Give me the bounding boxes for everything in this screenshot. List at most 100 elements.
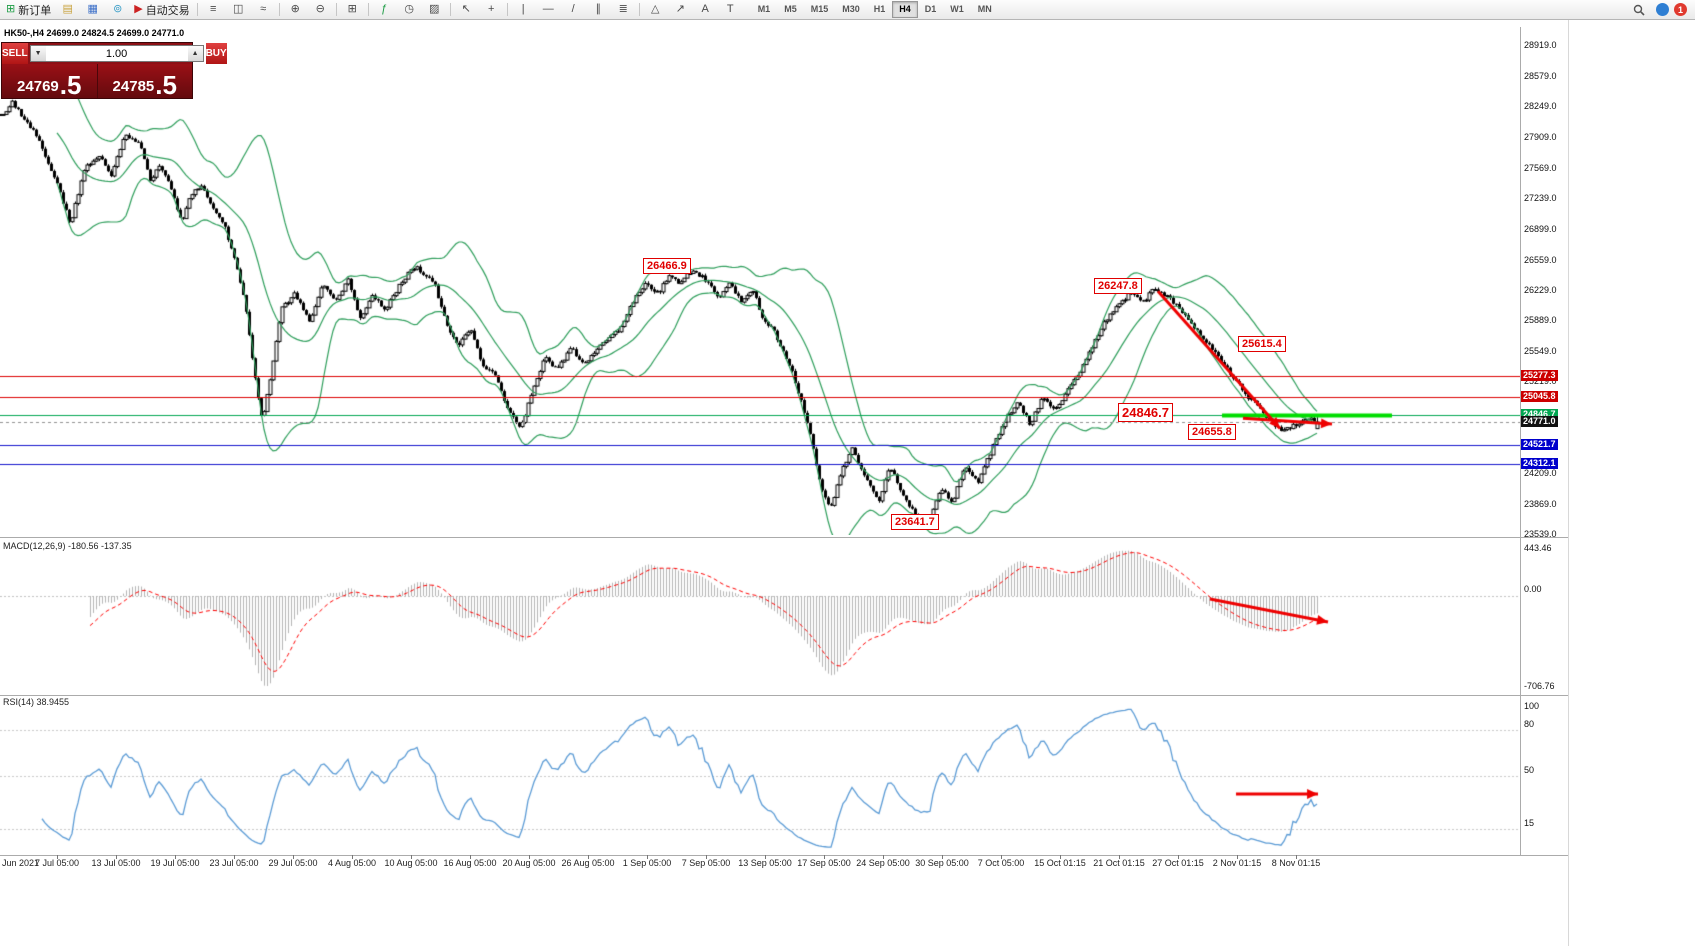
time-axis-label: 4 Aug 05:00 [327, 858, 377, 868]
price-axis-border [1520, 27, 1521, 855]
timeframe-h1-button[interactable]: H1 [873, 4, 886, 14]
price-annotation: 26466.9 [643, 258, 691, 274]
toolbar-separator [335, 3, 337, 16]
price-axis-label: 25889.0 [1524, 315, 1557, 326]
timeframe-m30-button[interactable]: M30 [842, 4, 860, 14]
time-axis-label: 19 Jul 05:00 [150, 858, 200, 868]
buy-button[interactable]: BUY [205, 43, 227, 64]
crosshair-icon: + [487, 3, 495, 15]
price-annotation: 24846.7 [1118, 402, 1173, 422]
crosshair-button[interactable]: + [480, 0, 503, 19]
rsi-axis-label: 80 [1524, 719, 1535, 730]
panel-separator[interactable] [0, 855, 1568, 856]
rsi-axis-label: 15 [1524, 818, 1535, 829]
fibonacci-button[interactable]: ≣ [612, 0, 635, 19]
vertical-line-icon: | [521, 3, 525, 15]
time-axis-tick [942, 855, 943, 859]
chart-line-button[interactable]: ≈ [252, 0, 275, 19]
tile-windows-button[interactable]: ⊞ [341, 0, 364, 19]
time-axis-label: 13 Sep 05:00 [738, 858, 792, 868]
time-axis-label: 29 Jul 05:00 [268, 858, 318, 868]
price-annotation: 23641.7 [891, 514, 939, 531]
cursor-button[interactable]: ↖ [455, 0, 478, 19]
time-axis-tick [352, 855, 353, 859]
rsi-indicator-canvas[interactable] [0, 700, 1520, 852]
market-watch-button[interactable]: ▦ [81, 0, 104, 19]
time-axis-label: 21 Oct 01:15 [1093, 858, 1145, 868]
zoom-in-button[interactable]: ⊕ [284, 0, 307, 19]
price-axis-label: 27909.0 [1524, 131, 1557, 142]
indicators-button[interactable]: ƒ [373, 0, 396, 19]
price-tag: 24846.7 [1521, 409, 1558, 421]
panel-separator[interactable] [0, 695, 1568, 696]
buy-price[interactable]: 24785 .5 [96, 64, 193, 100]
time-axis-label: 23 Jul 05:00 [209, 858, 259, 868]
vertical-line-button[interactable]: | [512, 0, 535, 19]
chart-candles-button[interactable]: ◫ [227, 0, 250, 19]
time-axis-tick [1237, 855, 1238, 859]
zoom-out-button[interactable]: ⊖ [309, 0, 332, 19]
text-button[interactable]: A [694, 0, 717, 19]
search-icon [1633, 4, 1645, 16]
timeframe-m1-button[interactable]: M1 [757, 4, 771, 14]
notification-badge[interactable]: 1 [1674, 3, 1687, 16]
price-tag: 24521.7 [1521, 438, 1558, 450]
templates-button[interactable]: ▨ [423, 0, 446, 19]
new-order-icon: ⊞ [6, 3, 16, 15]
toolbar-right-group: 1 [1626, 0, 1693, 19]
volume-up-button[interactable]: ▲ [187, 46, 203, 61]
indicators-icon: ƒ [381, 3, 388, 15]
autotrading-button[interactable]: ▶ 自动交易 [131, 0, 192, 19]
main-chart-canvas[interactable] [0, 27, 1520, 535]
timeframe-d1-button[interactable]: D1 [924, 4, 937, 14]
trendline-button[interactable]: / [562, 0, 585, 19]
sell-button[interactable]: SELL [2, 43, 28, 64]
horizontal-line-button[interactable]: — [537, 0, 560, 19]
buy-price-fraction: .5 [155, 70, 177, 100]
time-axis-tick [765, 855, 766, 859]
search-button[interactable] [1627, 0, 1650, 19]
volume-down-button[interactable]: ▼ [30, 46, 46, 61]
new-order-button[interactable]: ⊞ 新订单 [3, 0, 54, 19]
chart-profile-button[interactable]: ▤ [56, 0, 79, 19]
toolbar-separator [506, 3, 508, 16]
price-axis-label: 24209.0 [1524, 468, 1557, 479]
time-axis-tick [647, 855, 648, 859]
sell-price[interactable]: 24769 .5 [2, 64, 97, 98]
time-axis-tick [470, 855, 471, 859]
shapes-button[interactable]: △ [644, 0, 667, 19]
channel-button[interactable]: ∥ [587, 0, 610, 19]
timeframe-w1-button[interactable]: W1 [950, 4, 964, 14]
chart-bars-icon: ≡ [209, 3, 217, 15]
timeframe-mn-button[interactable]: MN [977, 4, 992, 14]
arrows-button[interactable]: ↗ [669, 0, 692, 19]
symbol-ohlc-readout: HK50-,H4 24699.0 24824.5 24699.0 24771.0 [4, 28, 185, 38]
time-axis-tick [529, 855, 530, 859]
timeframe-m15-button[interactable]: M15 [810, 4, 829, 14]
price-annotation: 26247.8 [1094, 278, 1142, 294]
chart-bars-button[interactable]: ≡ [202, 0, 225, 19]
time-axis-label: 30 Sep 05:00 [915, 858, 969, 868]
time-axis-tick [1119, 855, 1120, 859]
panel-separator[interactable] [0, 537, 1568, 538]
time-axis-label: Jun 2021 [2, 858, 40, 868]
text-label-button[interactable]: T [719, 0, 742, 19]
navigator-button[interactable]: ⊚ [106, 0, 129, 19]
text-label-icon: T [726, 3, 734, 15]
window-right-edge [1568, 20, 1569, 946]
cursor-icon: ↖ [461, 3, 471, 15]
price-axis-label: 26899.0 [1524, 223, 1557, 234]
community-icon[interactable] [1656, 3, 1669, 16]
chart-profile-icon: ▤ [62, 3, 73, 15]
periods-button[interactable]: ◷ [398, 0, 421, 19]
volume-input[interactable] [45, 46, 188, 61]
time-axis-label: 7 Sep 05:00 [681, 858, 731, 868]
timeframe-m5-button[interactable]: M5 [784, 4, 797, 14]
price-axis-label: 27239.0 [1524, 192, 1557, 203]
timeframe-h4-button[interactable]: H4 [892, 1, 918, 18]
macd-indicator-canvas[interactable] [0, 542, 1520, 692]
time-axis-tick [824, 855, 825, 859]
time-axis-tick [1001, 855, 1002, 859]
templates-icon: ▨ [428, 3, 440, 15]
toolbar-left-group: ⊞ 新订单 ▤ ▦ ⊚ ▶ 自动交易 ≡ ◫ ≈ ⊕ ⊖ ⊞ ƒ ◷ ▨ ↖ + | — / ∥ ≣ △ ↗ A T [2, 0, 743, 19]
